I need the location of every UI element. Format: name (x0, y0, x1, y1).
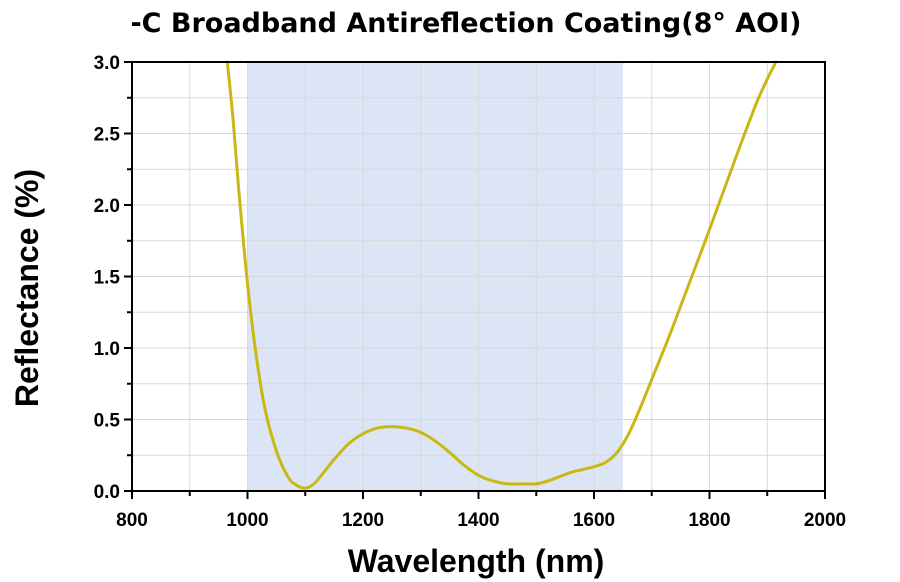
x-tick-label: 1000 (226, 510, 268, 531)
y-tick-label: 0.0 (94, 482, 120, 503)
y-tick-label: 2.0 (94, 196, 120, 217)
y-tick-label: 1.5 (94, 268, 121, 289)
y-tick-label: 0.5 (94, 411, 121, 432)
x-tick-label: 1400 (457, 510, 499, 531)
y-tick-label: 2.5 (94, 125, 121, 146)
chart-title: -C Broadband Antireflection Coating(8° A… (130, 8, 801, 39)
y-axis-label: Reflectance (%) (9, 169, 45, 407)
x-tick-label: 1800 (688, 510, 730, 531)
y-tick-label: 1.0 (94, 339, 120, 360)
x-tick-label: 1200 (342, 510, 384, 531)
series-line-0 (225, 60, 778, 490)
x-tick-label: 1600 (573, 510, 615, 531)
x-tick-label: 2000 (804, 510, 846, 531)
x-tick-label: 800 (116, 510, 148, 531)
y-tick-label: 3.0 (94, 53, 120, 74)
x-axis-label: Wavelength (nm) (348, 543, 605, 579)
